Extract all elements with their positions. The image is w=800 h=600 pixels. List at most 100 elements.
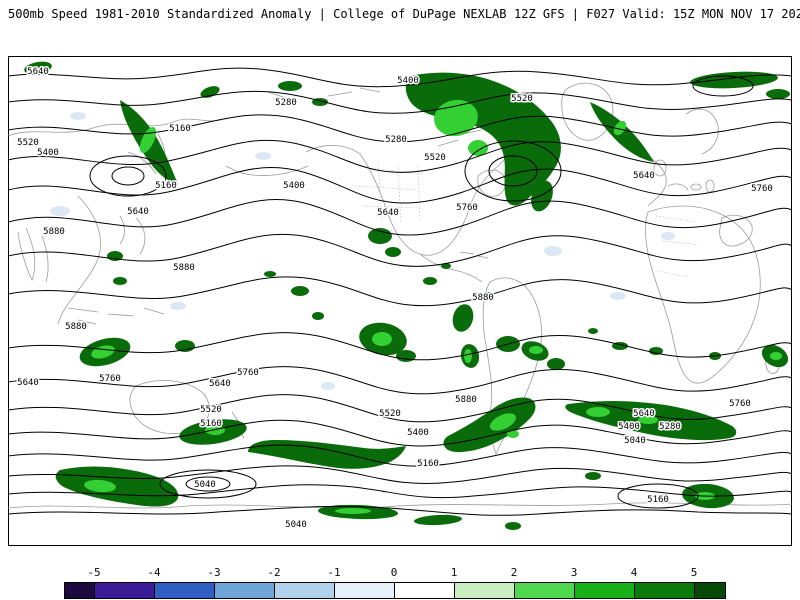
contour-label: 5400 bbox=[283, 181, 305, 191]
anomaly-blob bbox=[649, 347, 663, 355]
coastline bbox=[119, 215, 146, 255]
colorbar-tick: 5 bbox=[690, 566, 698, 579]
coastline bbox=[17, 227, 49, 283]
contour-closed-high bbox=[692, 75, 754, 97]
contour-label: 5880 bbox=[455, 395, 477, 405]
contour-label: 5280 bbox=[385, 135, 407, 145]
anomaly-blob bbox=[385, 247, 401, 257]
contour-label: 5040 bbox=[194, 480, 216, 490]
contour-label: 5880 bbox=[43, 227, 65, 237]
anomaly-blob bbox=[368, 228, 392, 244]
contour-line bbox=[8, 505, 792, 516]
map-title: 500mb Speed 1981-2010 Standardized Anoma… bbox=[8, 7, 507, 21]
anomaly-blob bbox=[264, 271, 276, 277]
contour-label: 5160 bbox=[417, 459, 439, 469]
contour-label: 5760 bbox=[729, 399, 751, 409]
contour-closed-low bbox=[464, 140, 562, 202]
contour-line bbox=[8, 366, 792, 395]
coastline bbox=[437, 125, 506, 197]
contour-label: 5760 bbox=[237, 368, 259, 378]
contour-label: 5280 bbox=[275, 98, 297, 108]
contour-line bbox=[8, 114, 792, 143]
anomaly-core bbox=[507, 430, 519, 438]
contour-line bbox=[8, 90, 792, 114]
contour-label: 5400 bbox=[618, 422, 640, 432]
colorbar-segment bbox=[65, 583, 95, 598]
colorbar-segment bbox=[215, 583, 275, 598]
contour-closed-low bbox=[111, 166, 145, 186]
negative-anomaly-shading bbox=[50, 112, 675, 390]
colorbar-segment bbox=[515, 583, 575, 598]
coastline bbox=[653, 159, 667, 177]
neg-anomaly-blob bbox=[544, 246, 562, 256]
anomaly-blob bbox=[531, 180, 553, 212]
contour-label: 5760 bbox=[99, 374, 121, 384]
colorbar-tick: -3 bbox=[207, 566, 221, 579]
contour-label: 5520 bbox=[511, 94, 533, 104]
contour-line bbox=[8, 465, 792, 484]
anomaly-blob bbox=[414, 514, 462, 526]
height-contours bbox=[8, 67, 792, 516]
anomaly-colorbar bbox=[64, 582, 726, 599]
colorbar-segment bbox=[155, 583, 215, 598]
anomaly-blob bbox=[55, 466, 179, 507]
contour-label: 5640 bbox=[209, 379, 231, 389]
neg-anomaly-blob bbox=[321, 382, 335, 390]
contour-label: 5400 bbox=[397, 76, 419, 86]
colorbar-tick: -4 bbox=[147, 566, 161, 579]
colorbar-tick: -1 bbox=[327, 566, 341, 579]
contour-label: 5760 bbox=[751, 184, 773, 194]
contour-closed-low bbox=[185, 476, 231, 492]
anomaly-blob bbox=[547, 358, 565, 370]
contour-closed-low bbox=[159, 469, 257, 499]
colorbar-tick: -2 bbox=[267, 566, 281, 579]
anomaly-core bbox=[434, 99, 478, 137]
neg-anomaly-blob bbox=[170, 302, 186, 310]
contour-closed-low bbox=[89, 155, 167, 197]
contour-label: 5640 bbox=[633, 409, 655, 419]
anomaly-core bbox=[139, 127, 157, 153]
neg-anomaly-blob bbox=[255, 152, 271, 160]
colorbar-segment bbox=[275, 583, 335, 598]
contour-label: 5880 bbox=[65, 322, 87, 332]
anomaly-blob bbox=[443, 397, 536, 453]
anomaly-blob bbox=[113, 277, 127, 285]
contour-label: 5640 bbox=[127, 207, 149, 217]
anomaly-blob bbox=[24, 61, 52, 75]
anomaly-core bbox=[372, 332, 392, 346]
anomaly-blob bbox=[585, 472, 601, 480]
contour-label: 5880 bbox=[472, 293, 494, 303]
contour-line bbox=[8, 139, 792, 173]
colorbar-tick: 2 bbox=[510, 566, 518, 579]
anomaly-blob bbox=[423, 277, 437, 285]
contour-line bbox=[8, 276, 792, 307]
coastline bbox=[419, 251, 489, 283]
anomaly-core bbox=[84, 479, 116, 493]
coastline bbox=[719, 214, 753, 247]
anomaly-blob bbox=[396, 350, 416, 362]
contour-line bbox=[8, 332, 792, 361]
contour-line bbox=[8, 444, 792, 467]
anomaly-blob bbox=[248, 440, 406, 469]
anomaly-blob bbox=[766, 89, 790, 99]
contour-label: 5760 bbox=[456, 203, 478, 213]
contour-labels: 5640 5400 5520 5280 5160 5520 5400 5280 … bbox=[16, 66, 775, 532]
contour-label: 5520 bbox=[17, 138, 39, 148]
contour-line bbox=[8, 394, 792, 423]
coastline bbox=[690, 179, 715, 193]
contour-line bbox=[8, 198, 792, 236]
anomaly-blob bbox=[312, 312, 324, 320]
coastline bbox=[67, 307, 165, 325]
anomaly-blob bbox=[505, 522, 521, 530]
contour-label: 5520 bbox=[424, 153, 446, 163]
colorbar-segment bbox=[395, 583, 455, 598]
anomaly-blob bbox=[175, 340, 195, 352]
contour-line bbox=[8, 233, 792, 267]
contour-label: 5040 bbox=[285, 520, 307, 530]
neg-anomaly-blob bbox=[50, 206, 70, 216]
contour-label: 5520 bbox=[200, 405, 222, 415]
contour-label: 5160 bbox=[155, 181, 177, 191]
coastline bbox=[8, 502, 792, 509]
contour-label: 5640 bbox=[633, 171, 655, 181]
contour-label: 5640 bbox=[17, 378, 39, 388]
